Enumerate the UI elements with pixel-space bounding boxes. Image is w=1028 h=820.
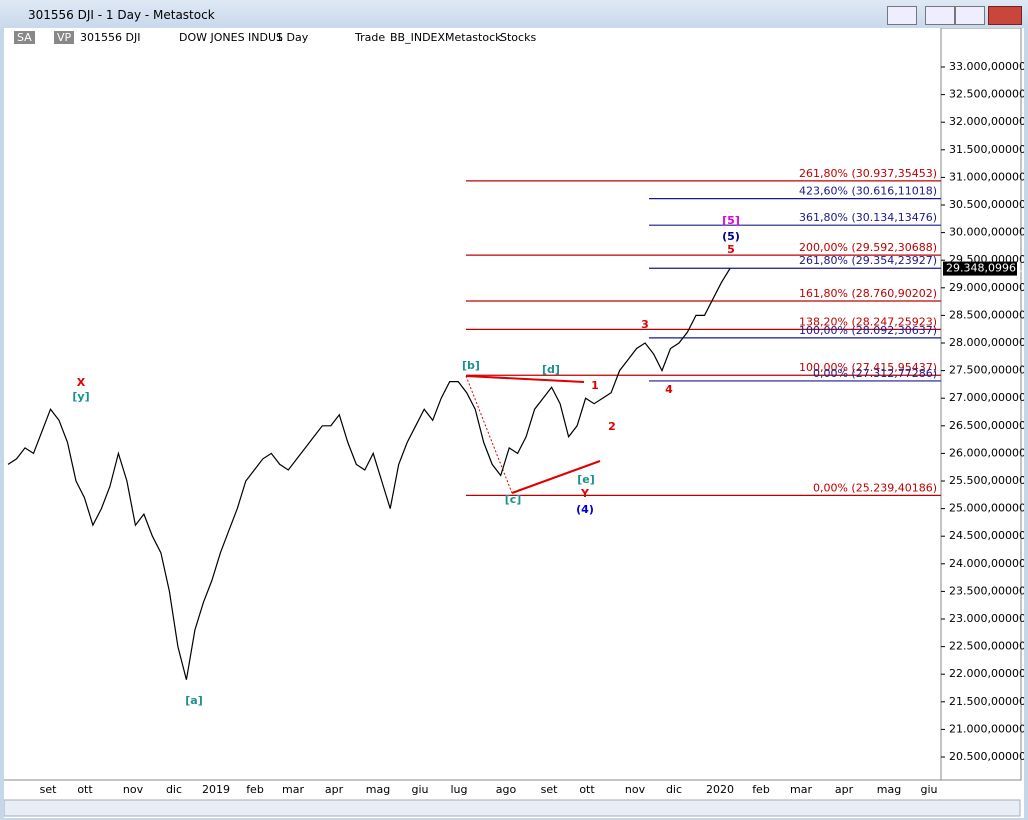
toolbar-item[interactable]: 301556 DJI: [80, 31, 141, 44]
y-tick-label: 31.500,00000: [949, 143, 1024, 156]
x-tick-label: 2019: [202, 783, 230, 796]
toolbar-item[interactable]: VP: [54, 31, 75, 44]
maximize[interactable]: [955, 6, 985, 25]
y-tick-label: 24.000,00000: [949, 557, 1024, 570]
wave-label: [a]: [185, 694, 202, 707]
axis-panel: [940, 28, 1022, 781]
y-tick-label: 22.000,00000: [949, 667, 1024, 680]
y-tick-label: 27.000,00000: [949, 391, 1024, 404]
x-tick-label: set: [541, 783, 558, 796]
y-tick-label: 22.500,00000: [949, 640, 1024, 653]
x-tick-label: nov: [123, 783, 144, 796]
y-tick-label: 31.000,00000: [949, 170, 1024, 183]
wave-label: 1: [591, 379, 599, 392]
x-tick-label: feb: [752, 783, 770, 796]
x-tick-label: nov: [625, 783, 646, 796]
x-tick-label: apr: [835, 783, 854, 796]
wave-label: X: [77, 376, 86, 389]
y-tick-label: 21.500,00000: [949, 695, 1024, 708]
minimize[interactable]: [887, 6, 917, 25]
y-tick-label: 23.500,00000: [949, 584, 1024, 597]
window-title: 301556 DJI - 1 Day - Metastock: [28, 8, 215, 22]
x-tick-label: giu: [920, 783, 937, 796]
fib-label: 161,80% (28.760,90202): [799, 287, 937, 300]
fib-label: 100,00% (27.415,95437): [799, 361, 937, 374]
toolbar-item[interactable]: BB_INDEX: [390, 31, 446, 44]
x-tick-label: lug: [450, 783, 467, 796]
y-tick-label: 23.000,00000: [949, 612, 1024, 625]
wave-label: (4): [576, 503, 594, 516]
toolbar-item[interactable]: 1 Day: [276, 31, 309, 44]
y-tick-label: 21.000,00000: [949, 722, 1024, 735]
y-tick-label: 32.000,00000: [949, 115, 1024, 128]
fib-label: 200,00% (29.592,30688): [799, 241, 937, 254]
y-tick-label: 32.500,00000: [949, 88, 1024, 101]
y-tick-label: 30.000,00000: [949, 226, 1024, 239]
trendline: [465, 375, 513, 494]
wave-label: [5]: [722, 214, 740, 227]
x-tick-label: mag: [366, 783, 390, 796]
wave-label: 4: [665, 383, 673, 396]
wave-label: [d]: [542, 363, 560, 376]
toolbar-item[interactable]: SA: [14, 31, 35, 44]
fib-label: 138,20% (28.247,25923): [799, 315, 937, 328]
fib-label: 261,80% (29.354,23927): [799, 254, 937, 267]
fib-label: 423,60% (30.616,11018): [799, 185, 937, 198]
x-tick-label: 2020: [706, 783, 734, 796]
wave-label: 3: [641, 318, 649, 331]
y-tick-label: 33.000,00000: [949, 60, 1024, 73]
y-tick-label: 24.500,00000: [949, 529, 1024, 542]
toolbar-item[interactable]: Metastock: [445, 31, 502, 44]
y-tick-label: 25.500,00000: [949, 474, 1024, 487]
wave-label: [c]: [505, 493, 522, 506]
y-tick-label: 28.500,00000: [949, 308, 1024, 321]
x-tick-label: giu: [411, 783, 428, 796]
x-tick-label: mag: [877, 783, 901, 796]
toolbar-item[interactable]: DOW JONES INDUS: [179, 31, 284, 44]
x-tick-label: apr: [325, 783, 344, 796]
trendline: [465, 375, 585, 383]
wave-label: 5: [727, 243, 735, 256]
y-tick-label: 30.500,00000: [949, 198, 1024, 211]
wave-label: (5): [722, 230, 740, 243]
wave-label: 2: [608, 420, 616, 433]
fib-label: 361,80% (30.134,13476): [799, 211, 937, 224]
last-price-box: [943, 261, 1017, 276]
wave-label: [b]: [462, 359, 480, 372]
x-tick-label: dic: [666, 783, 682, 796]
y-tick-label: 28.000,00000: [949, 336, 1024, 349]
toolbar-item[interactable]: Trade: [355, 31, 386, 44]
fib-label: 0,00% (27.312,77286): [813, 367, 937, 380]
y-tick-label: 26.500,00000: [949, 419, 1024, 432]
last-price-label: 29.348,09961: [946, 262, 1023, 275]
x-tick-label: set: [40, 783, 57, 796]
x-tick-label: feb: [246, 783, 264, 796]
y-tick-label: 25.000,00000: [949, 502, 1024, 515]
x-tick-label: mar: [282, 783, 304, 796]
toolbar-item[interactable]: Stocks: [500, 31, 537, 44]
scrollbar: [4, 799, 1021, 817]
wave-label: Y: [580, 487, 590, 500]
x-tick-label: dic: [166, 783, 182, 796]
y-tick-label: 29.000,00000: [949, 281, 1024, 294]
fib-label: 0,00% (25.239,40186): [813, 481, 937, 494]
fib-label: 261,80% (30.937,35453): [799, 167, 937, 180]
x-tick-label: ott: [579, 783, 595, 796]
x-tick-label: ott: [77, 783, 93, 796]
x-tick-label: ago: [496, 783, 517, 796]
x-tick-label: mar: [790, 783, 812, 796]
y-tick-label: 27.500,00000: [949, 364, 1024, 377]
chart: 33.000,00000 32.500,00000 32.000,00000 31.5…: [4, 28, 1024, 818]
fib-label: 100,00% (28.092,30637): [799, 324, 937, 337]
price-line: [7, 268, 731, 680]
wave-label: [e]: [577, 473, 595, 486]
y-tick-label: 26.000,00000: [949, 446, 1024, 459]
close[interactable]: [988, 6, 1022, 25]
restore[interactable]: [925, 6, 955, 25]
wave-label: [y]: [72, 390, 89, 403]
trendline: [511, 460, 601, 494]
y-tick-label: 20.500,00000: [949, 750, 1024, 763]
